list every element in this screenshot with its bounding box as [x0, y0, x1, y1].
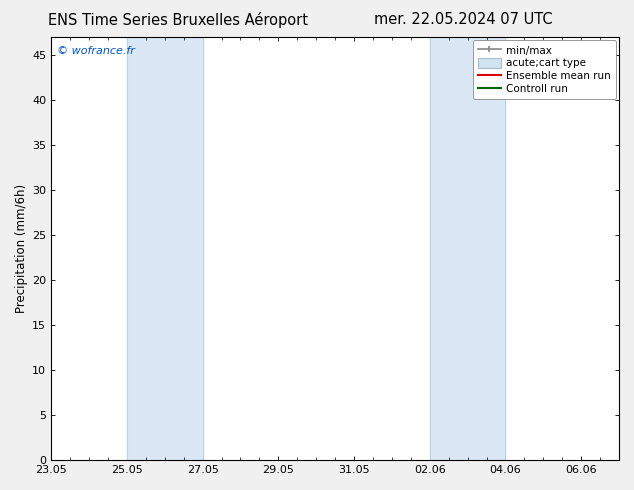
Bar	[127, 37, 203, 460]
Text: © wofrance.fr: © wofrance.fr	[57, 46, 134, 55]
Text: mer. 22.05.2024 07 UTC: mer. 22.05.2024 07 UTC	[373, 12, 552, 27]
Y-axis label: Precipitation (mm/6h): Precipitation (mm/6h)	[15, 184, 28, 313]
Legend: min/max, acute;cart type, Ensemble mean run, Controll run: min/max, acute;cart type, Ensemble mean …	[472, 40, 616, 99]
Bar	[430, 37, 505, 460]
Text: ENS Time Series Bruxelles Aéroport: ENS Time Series Bruxelles Aéroport	[48, 12, 307, 28]
